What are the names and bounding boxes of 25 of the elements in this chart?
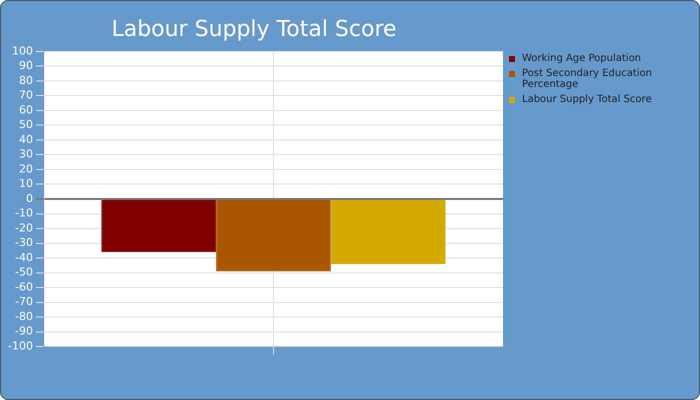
y-tick-label: -20 bbox=[14, 221, 33, 234]
y-tick-label: -50 bbox=[14, 266, 33, 279]
y-tick-label: 50 bbox=[18, 118, 33, 132]
y-tick-label: -10 bbox=[14, 206, 33, 220]
legend-label: Working Age Population bbox=[522, 53, 642, 64]
y-tick-label: 30 bbox=[18, 148, 33, 161]
y-tick-label: 10 bbox=[18, 177, 33, 190]
y-tick-label: -70 bbox=[14, 295, 33, 308]
y-tick-label: 100 bbox=[12, 44, 33, 58]
legend-label: Post Secondary Education Percentage bbox=[522, 68, 654, 90]
legend-label: Labour Supply Total Score bbox=[522, 94, 652, 105]
y-tick-label: -60 bbox=[14, 280, 33, 294]
y-tick-label: -40 bbox=[14, 250, 33, 264]
y-tick-label: 90 bbox=[18, 59, 33, 72]
y-tick-label: 80 bbox=[18, 74, 33, 87]
y-tick-label: 0 bbox=[26, 192, 33, 205]
y-tick-label: -90 bbox=[14, 324, 33, 338]
y-tick-label: -100 bbox=[8, 339, 33, 352]
chart-title: Labour Supply Total Score bbox=[111, 16, 397, 42]
y-tick-label: 20 bbox=[18, 162, 33, 176]
y-tick-label: 70 bbox=[18, 88, 33, 102]
y-tick-label: -80 bbox=[14, 310, 33, 323]
y-tick-label: -30 bbox=[14, 236, 33, 250]
y-tick-label: 60 bbox=[18, 103, 33, 116]
y-tick-label: 40 bbox=[18, 132, 33, 146]
